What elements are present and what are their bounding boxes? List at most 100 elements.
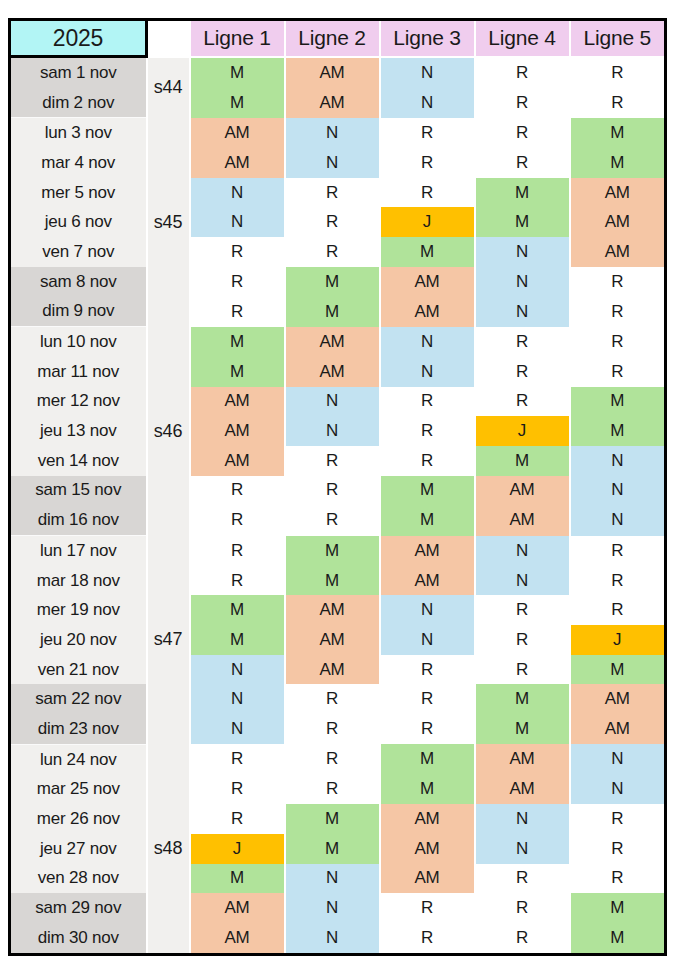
shift-cell[interactable]: J bbox=[190, 834, 285, 864]
date-cell[interactable]: mar 4 nov bbox=[10, 148, 147, 178]
shift-cell[interactable]: N bbox=[190, 207, 285, 237]
shift-cell[interactable]: AM bbox=[285, 57, 380, 88]
shift-cell[interactable]: R bbox=[190, 476, 285, 506]
date-cell[interactable]: jeu 20 nov bbox=[10, 625, 147, 655]
shift-cell[interactable]: AM bbox=[190, 446, 285, 476]
date-cell[interactable]: ven 28 nov bbox=[10, 864, 147, 894]
shift-cell[interactable]: R bbox=[285, 207, 380, 237]
shift-cell[interactable]: R bbox=[570, 57, 666, 88]
year-cell[interactable]: 2025 bbox=[10, 20, 147, 57]
shift-cell[interactable]: R bbox=[190, 744, 285, 774]
shift-cell[interactable]: R bbox=[475, 148, 570, 178]
shift-cell[interactable]: R bbox=[285, 744, 380, 774]
shift-cell[interactable]: N bbox=[380, 625, 475, 655]
shift-cell[interactable]: M bbox=[380, 237, 475, 267]
shift-cell[interactable]: J bbox=[570, 625, 666, 655]
shift-cell[interactable]: AM bbox=[380, 566, 475, 596]
shift-cell[interactable]: R bbox=[285, 684, 380, 714]
shift-cell[interactable]: AM bbox=[475, 476, 570, 506]
shift-cell[interactable]: N bbox=[475, 267, 570, 297]
shift-cell[interactable]: M bbox=[190, 357, 285, 387]
shift-cell[interactable]: N bbox=[190, 655, 285, 685]
date-cell[interactable]: mer 5 nov bbox=[10, 178, 147, 208]
shift-cell[interactable]: M bbox=[190, 864, 285, 894]
shift-cell[interactable]: AM bbox=[190, 416, 285, 446]
shift-cell[interactable]: N bbox=[285, 893, 380, 923]
shift-cell[interactable]: R bbox=[475, 625, 570, 655]
shift-cell[interactable]: R bbox=[190, 566, 285, 596]
shift-cell[interactable]: R bbox=[475, 327, 570, 357]
shift-cell[interactable]: M bbox=[190, 625, 285, 655]
line-header-5[interactable]: Ligne 5 bbox=[570, 20, 666, 57]
shift-cell[interactable]: N bbox=[285, 923, 380, 954]
shift-cell[interactable]: R bbox=[570, 834, 666, 864]
date-cell[interactable]: ven 21 nov bbox=[10, 655, 147, 685]
date-cell[interactable]: sam 1 nov bbox=[10, 57, 147, 88]
shift-cell[interactable]: R bbox=[190, 237, 285, 267]
shift-cell[interactable]: N bbox=[570, 505, 666, 535]
shift-cell[interactable]: AM bbox=[190, 923, 285, 954]
date-cell[interactable]: sam 22 nov bbox=[10, 684, 147, 714]
shift-cell[interactable]: AM bbox=[570, 684, 666, 714]
shift-cell[interactable]: N bbox=[380, 57, 475, 88]
shift-cell[interactable]: N bbox=[380, 88, 475, 118]
shift-cell[interactable]: N bbox=[285, 416, 380, 446]
date-cell[interactable]: lun 10 nov bbox=[10, 327, 147, 357]
shift-cell[interactable]: R bbox=[475, 118, 570, 148]
date-cell[interactable]: dim 16 nov bbox=[10, 505, 147, 535]
shift-cell[interactable]: N bbox=[570, 775, 666, 805]
shift-cell[interactable]: R bbox=[285, 446, 380, 476]
shift-cell[interactable]: R bbox=[285, 775, 380, 805]
shift-cell[interactable]: M bbox=[285, 834, 380, 864]
shift-cell[interactable]: M bbox=[190, 595, 285, 625]
shift-cell[interactable]: R bbox=[190, 267, 285, 297]
shift-cell[interactable]: N bbox=[475, 566, 570, 596]
shift-cell[interactable]: AM bbox=[570, 178, 666, 208]
shift-cell[interactable]: R bbox=[190, 775, 285, 805]
shift-cell[interactable]: N bbox=[190, 178, 285, 208]
shift-cell[interactable]: R bbox=[380, 655, 475, 685]
shift-cell[interactable]: R bbox=[570, 327, 666, 357]
shift-cell[interactable]: R bbox=[380, 387, 475, 417]
shift-cell[interactable]: AM bbox=[380, 267, 475, 297]
shift-cell[interactable]: AM bbox=[190, 118, 285, 148]
shift-cell[interactable]: R bbox=[475, 893, 570, 923]
shift-cell[interactable]: M bbox=[285, 566, 380, 596]
week-label-cell[interactable]: s44 bbox=[147, 57, 190, 118]
shift-cell[interactable]: M bbox=[570, 148, 666, 178]
date-cell[interactable]: mer 19 nov bbox=[10, 595, 147, 625]
shift-cell[interactable]: R bbox=[285, 237, 380, 267]
shift-cell[interactable]: AM bbox=[380, 297, 475, 327]
shift-cell[interactable]: N bbox=[285, 118, 380, 148]
shift-cell[interactable]: N bbox=[570, 476, 666, 506]
shift-cell[interactable]: R bbox=[285, 178, 380, 208]
shift-cell[interactable]: M bbox=[285, 536, 380, 566]
shift-cell[interactable]: R bbox=[570, 357, 666, 387]
shift-cell[interactable]: AM bbox=[190, 148, 285, 178]
date-cell[interactable]: jeu 13 nov bbox=[10, 416, 147, 446]
shift-cell[interactable]: R bbox=[570, 566, 666, 596]
shift-cell[interactable]: R bbox=[190, 297, 285, 327]
shift-cell[interactable]: R bbox=[285, 714, 380, 744]
shift-cell[interactable]: R bbox=[380, 118, 475, 148]
shift-cell[interactable]: M bbox=[190, 88, 285, 118]
date-cell[interactable]: dim 9 nov bbox=[10, 297, 147, 327]
shift-cell[interactable]: R bbox=[380, 446, 475, 476]
shift-cell[interactable]: N bbox=[190, 714, 285, 744]
shift-cell[interactable]: AM bbox=[475, 775, 570, 805]
shift-cell[interactable]: AM bbox=[190, 893, 285, 923]
date-cell[interactable]: ven 7 nov bbox=[10, 237, 147, 267]
date-cell[interactable]: mar 25 nov bbox=[10, 775, 147, 805]
shift-cell[interactable]: AM bbox=[570, 714, 666, 744]
date-cell[interactable]: sam 8 nov bbox=[10, 267, 147, 297]
shift-cell[interactable]: J bbox=[475, 416, 570, 446]
shift-cell[interactable]: AM bbox=[380, 834, 475, 864]
shift-cell[interactable]: M bbox=[570, 387, 666, 417]
shift-cell[interactable]: N bbox=[475, 297, 570, 327]
shift-cell[interactable]: N bbox=[475, 834, 570, 864]
shift-cell[interactable]: R bbox=[570, 804, 666, 834]
shift-cell[interactable]: R bbox=[570, 267, 666, 297]
shift-cell[interactable]: N bbox=[380, 327, 475, 357]
shift-cell[interactable]: R bbox=[570, 536, 666, 566]
shift-cell[interactable]: AM bbox=[285, 655, 380, 685]
